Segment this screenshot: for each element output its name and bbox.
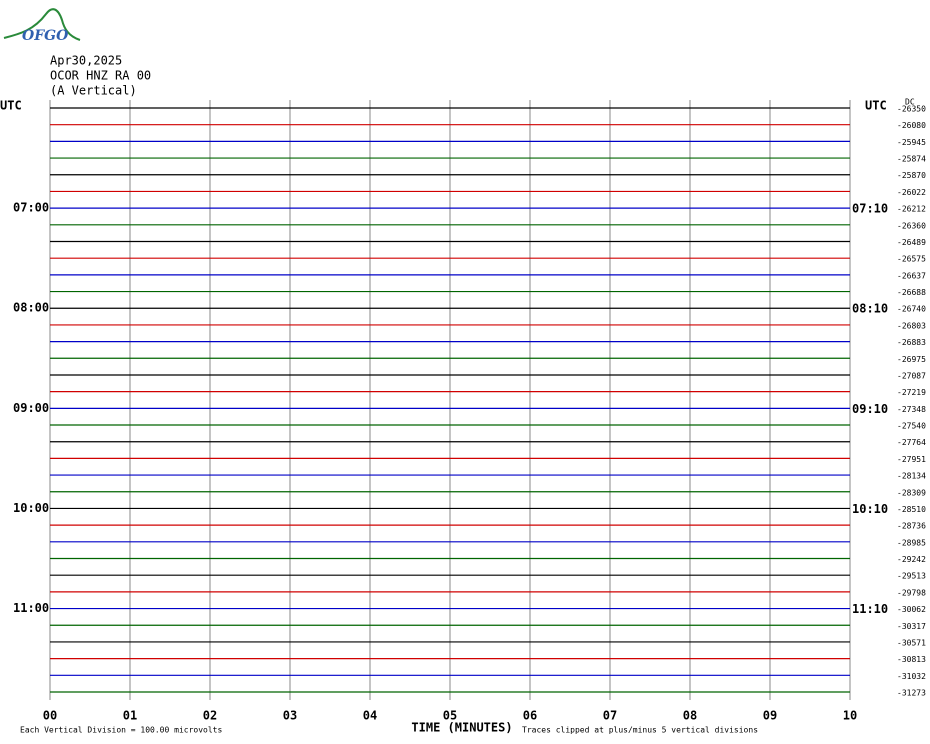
logo-curve bbox=[3, 8, 81, 41]
right-time: 11:10 bbox=[852, 602, 888, 616]
dc-offset: -31032 bbox=[897, 672, 926, 681]
dc-offset: -30317 bbox=[897, 622, 926, 631]
dc-offset: -25870 bbox=[897, 171, 926, 180]
dc-offset: -30062 bbox=[897, 605, 926, 614]
dc-offset: -25874 bbox=[897, 155, 926, 164]
x-tick-label: 10 bbox=[843, 709, 857, 723]
right-time: 10:10 bbox=[852, 502, 888, 516]
dc-offset: -27219 bbox=[897, 388, 926, 397]
dc-offset: -26637 bbox=[897, 271, 926, 280]
component: (A Vertical) bbox=[50, 84, 137, 98]
dc-offset: -28736 bbox=[897, 522, 926, 531]
dc-offset: -29513 bbox=[897, 572, 926, 581]
logo-text: OFGO bbox=[22, 28, 69, 44]
dc-offset: -26740 bbox=[897, 305, 926, 314]
right-time: 08:10 bbox=[852, 302, 888, 316]
right-time: 09:10 bbox=[852, 402, 888, 416]
x-tick-label: 08 bbox=[683, 709, 697, 723]
x-tick-label: 07 bbox=[603, 709, 617, 723]
x-tick-label: 06 bbox=[523, 709, 537, 723]
dc-offset: -26212 bbox=[897, 205, 926, 214]
dc-offset: -27087 bbox=[897, 371, 926, 380]
left-label: UTC bbox=[0, 99, 22, 113]
dc-offset: -28309 bbox=[897, 488, 926, 497]
x-tick-label: 01 bbox=[123, 709, 137, 723]
dc-offset: -26803 bbox=[897, 321, 926, 330]
dc-offset: -26883 bbox=[897, 338, 926, 347]
dc-offset: -27951 bbox=[897, 455, 926, 464]
scale-note: Each Vertical Division = 100.00 microvol… bbox=[20, 726, 222, 735]
left-time: 08:00 bbox=[13, 301, 49, 315]
dc-offset: -30571 bbox=[897, 638, 926, 647]
x-tick-label: 04 bbox=[363, 709, 377, 723]
left-time: 11:00 bbox=[13, 601, 49, 615]
dc-offset: -26975 bbox=[897, 355, 926, 364]
x-axis-label: TIME (MINUTES) bbox=[411, 721, 512, 735]
dc-offset: -29798 bbox=[897, 588, 926, 597]
dc-offset: -30813 bbox=[897, 655, 926, 664]
clip-note: Traces clipped at plus/minus 5 vertical … bbox=[522, 726, 758, 735]
dc-offset: -27540 bbox=[897, 422, 926, 431]
right-time: 07:10 bbox=[852, 202, 888, 216]
date: Apr30,2025 bbox=[50, 54, 122, 68]
dc-offset: -29242 bbox=[897, 555, 926, 564]
dc-offset: -26688 bbox=[897, 288, 926, 297]
dc-offset: -28985 bbox=[897, 538, 926, 547]
dc-offset: -27348 bbox=[897, 405, 926, 414]
right-label: UTC bbox=[865, 99, 887, 113]
x-tick-label: 02 bbox=[203, 709, 217, 723]
dc-offset: -26080 bbox=[897, 121, 926, 130]
dc-offset: -31273 bbox=[897, 689, 926, 698]
dc-offset: -28510 bbox=[897, 505, 926, 514]
station: OCOR HNZ RA 00 bbox=[50, 69, 151, 83]
dc-offset: -26350 bbox=[897, 105, 926, 114]
left-time: 09:00 bbox=[13, 401, 49, 415]
dc-offset: -26022 bbox=[897, 188, 926, 197]
left-time: 07:00 bbox=[13, 201, 49, 215]
left-time: 10:00 bbox=[13, 501, 49, 515]
dc-offset: -26360 bbox=[897, 221, 926, 230]
x-tick-label: 00 bbox=[43, 709, 57, 723]
x-tick-label: 09 bbox=[763, 709, 777, 723]
dc-offset: -28134 bbox=[897, 472, 926, 481]
x-tick-label: 03 bbox=[283, 709, 297, 723]
offset-label: DC bbox=[905, 98, 915, 107]
dc-offset: -27764 bbox=[897, 438, 926, 447]
dc-offset: -25945 bbox=[897, 138, 926, 147]
x-tick-label: 05 bbox=[443, 709, 457, 723]
dc-offset: -26489 bbox=[897, 238, 926, 247]
dc-offset: -26575 bbox=[897, 255, 926, 264]
